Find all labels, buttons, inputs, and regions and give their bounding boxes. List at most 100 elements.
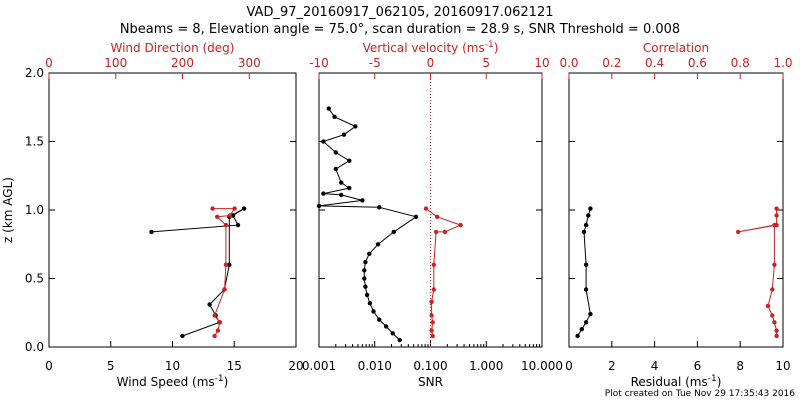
data-point [232, 206, 237, 211]
data-point [339, 180, 344, 185]
bottom-tick-label: 0.001 [302, 359, 336, 373]
data-point [332, 114, 337, 120]
bottom-tick-label: 0 [565, 359, 573, 373]
data-point [326, 106, 331, 111]
data-point [362, 268, 367, 273]
top-tick-label: 0.4 [645, 56, 664, 70]
data-point [774, 328, 779, 333]
figure-title-line2: Nbeams = 8, Elevation angle = 75.0°, sca… [120, 22, 680, 37]
panel-1-frame [48, 72, 297, 348]
bottom-tick-label: 15 [227, 359, 242, 373]
y-axis-label: z (km AGL) [1, 177, 15, 243]
data-point [735, 229, 741, 235]
top-tick-label: -5 [369, 56, 381, 70]
data-point [212, 333, 217, 339]
data-point [321, 139, 326, 144]
y-tick-label: 1.0 [25, 203, 44, 217]
data-point [429, 299, 434, 304]
data-point [333, 166, 338, 172]
data-point [433, 229, 439, 235]
data-point [363, 259, 368, 265]
top-tick-label: 1.0 [773, 56, 792, 70]
data-point [367, 301, 373, 306]
data-point [227, 213, 233, 218]
data-point [586, 213, 591, 218]
top-tick-label: -10 [309, 56, 329, 70]
data-point [581, 229, 587, 235]
bottom-tick-label: 1.000 [469, 359, 503, 373]
data-point [583, 287, 589, 292]
data-point [241, 206, 247, 211]
data-point [431, 262, 436, 267]
data-point [429, 328, 434, 333]
data-point [230, 213, 236, 218]
y-tick-label: 0.0 [25, 340, 44, 354]
data-point [347, 185, 352, 191]
data-point [772, 262, 777, 267]
series-black [316, 106, 419, 343]
data-point [353, 124, 358, 129]
data-point [774, 222, 779, 228]
bottom-tick-label: 2 [608, 359, 616, 373]
series-black [149, 206, 247, 339]
top-axis-label: Vertical velocity (ms-1) [363, 40, 499, 55]
bottom-tick-label: 0.010 [358, 359, 392, 373]
series-line [318, 108, 418, 341]
plot-created-footer: Plot created on Tue Nov 29 17:35:43 2016 [605, 389, 795, 399]
bottom-tick-label: 0 [45, 359, 53, 373]
data-point [364, 292, 370, 298]
data-point [333, 150, 338, 155]
data-point [316, 203, 322, 209]
top-tick-label: 100 [104, 56, 127, 70]
data-point [579, 327, 584, 332]
data-point [765, 303, 771, 309]
data-point [377, 317, 382, 322]
data-point [383, 324, 389, 329]
bottom-tick-label: 0.100 [413, 359, 447, 373]
data-point [223, 262, 229, 267]
data-point [588, 311, 593, 317]
y-tick-label: 0.5 [25, 272, 44, 286]
series-line [151, 208, 245, 337]
data-point [227, 262, 232, 267]
series-red [210, 206, 237, 339]
top-tick-label: 0.8 [731, 56, 750, 70]
data-point [429, 313, 434, 318]
data-point [435, 214, 440, 219]
data-point [397, 337, 402, 343]
data-point [770, 313, 775, 318]
bottom-tick-label: 20 [288, 359, 303, 373]
panel-2-frame [318, 72, 543, 348]
top-tick-label: 300 [238, 56, 261, 70]
data-point [222, 287, 227, 292]
data-point [770, 287, 775, 292]
data-point [430, 320, 435, 325]
series-red [423, 206, 463, 339]
data-point [423, 206, 429, 211]
bottom-tick-label: 8 [736, 359, 744, 373]
data-point [588, 206, 593, 211]
top-tick-label: 10 [534, 56, 549, 70]
data-point [180, 333, 185, 339]
figure-title-line1: VAD_97_20160917_062105, 20160917.062121 [247, 5, 554, 20]
bottom-tick-label: 10 [775, 359, 790, 373]
data-point [215, 214, 220, 219]
data-point [774, 333, 779, 339]
bottom-tick-label: 5 [107, 359, 115, 373]
bottom-axis-label: Wind Speed (ms-1) [117, 374, 229, 389]
data-point [149, 229, 154, 235]
panel-2: 0.001 0.010 0.100 1.000 10.000 SNR -10 -5 0 5 10 Ve… [302, 40, 563, 389]
data-point [583, 320, 589, 325]
data-point [442, 229, 448, 235]
data-point [207, 302, 212, 307]
data-point [575, 333, 580, 339]
data-point [413, 214, 419, 219]
data-point [430, 333, 435, 339]
bottom-axis-label: SNR [418, 375, 443, 389]
series-red [735, 206, 779, 339]
top-tick-label: 200 [171, 56, 194, 70]
bottom-axis-label: Residual (ms-1) [631, 374, 722, 389]
data-point [377, 205, 382, 210]
data-point [774, 206, 779, 211]
